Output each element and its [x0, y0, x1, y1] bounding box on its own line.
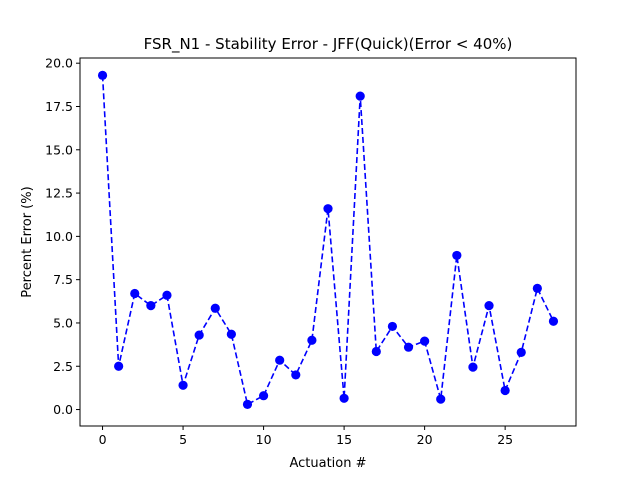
data-point — [468, 362, 478, 372]
y-tick-label: 15.0 — [45, 142, 73, 157]
data-point — [420, 336, 430, 346]
data-point — [130, 288, 140, 299]
data-point — [500, 385, 510, 396]
x-tick-label: 5 — [179, 432, 187, 447]
y-axis-label: Percent Error (%) — [20, 186, 35, 297]
axes-frame — [79, 57, 577, 427]
data-point — [436, 394, 446, 404]
data-point — [242, 399, 253, 409]
data-point — [339, 393, 349, 403]
data-point — [532, 283, 542, 293]
x-axis-label: Actuation # — [289, 456, 366, 471]
y-tick-label: 7.5 — [53, 272, 73, 287]
data-point — [548, 316, 559, 326]
y-tick-label: 17.5 — [45, 99, 73, 114]
data-point — [194, 330, 204, 340]
x-tick-label: 0 — [99, 432, 107, 447]
y-tick-label: 5.0 — [53, 315, 73, 330]
y-tick-label: 0.0 — [53, 402, 73, 417]
data-point — [275, 355, 285, 365]
data-point — [97, 70, 108, 80]
data-point — [355, 91, 365, 101]
x-tick-label: 10 — [256, 432, 272, 447]
data-point — [258, 391, 269, 401]
data-point — [484, 301, 494, 311]
y-tick-label: 10.0 — [45, 229, 73, 244]
data-point — [210, 303, 220, 313]
data-point — [146, 301, 156, 311]
data-point — [452, 250, 462, 261]
data-point — [162, 290, 172, 300]
data-point — [323, 204, 333, 214]
data-point — [307, 335, 317, 345]
data-point — [226, 329, 236, 339]
data-point — [178, 380, 188, 390]
data-point — [291, 370, 301, 380]
chart-title: FSR_N1 - Stability Error - JFF(Quick)(Er… — [144, 35, 513, 54]
data-point — [114, 361, 124, 371]
y-tick-label: 12.5 — [45, 186, 73, 201]
data-point — [371, 346, 381, 357]
data-point — [387, 321, 398, 332]
data-point — [516, 347, 526, 357]
plot-layer — [97, 70, 559, 409]
x-tick-label: 25 — [497, 432, 513, 447]
y-tick-label: 2.5 — [53, 359, 73, 374]
ticks-layer: 0 5 10 15 20 25 0.0 2.5 5.0 7.5 10.0 12.5 15.0 17.5 20… — [45, 56, 513, 447]
x-tick-label: 20 — [417, 432, 433, 447]
x-tick-label: 15 — [336, 432, 352, 447]
data-point — [403, 342, 414, 352]
y-tick-label: 20.0 — [45, 56, 73, 71]
